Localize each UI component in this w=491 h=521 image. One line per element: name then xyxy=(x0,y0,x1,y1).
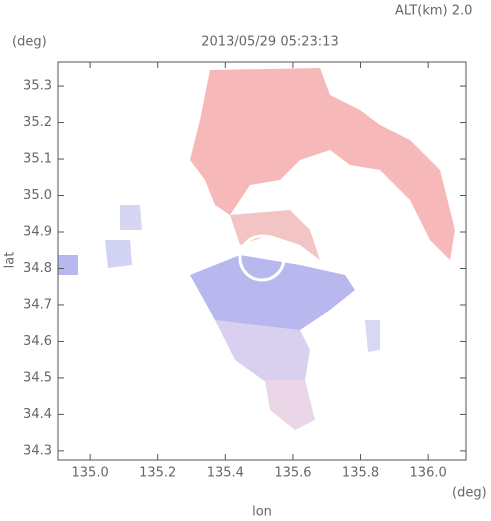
y-tick-label: 34.5 xyxy=(23,370,52,385)
inbound-echo xyxy=(105,240,132,268)
y-tick-label: 34.9 xyxy=(23,224,52,239)
plot-frame xyxy=(57,61,467,461)
y-tick-label: 35.3 xyxy=(23,79,52,94)
x-tick-label: 135.0 xyxy=(72,466,109,481)
x-tick-label: 136.0 xyxy=(410,466,447,481)
inbound-echo xyxy=(58,255,78,275)
x-tick-label: 135.6 xyxy=(274,466,311,481)
y-tick-label: 34.6 xyxy=(23,334,52,349)
chart-title: 2013/05/29 05:23:13 xyxy=(201,35,338,50)
y-tick-label: 34.4 xyxy=(23,407,52,422)
outbound-echo xyxy=(190,68,455,260)
mixed-echo xyxy=(215,320,310,385)
outbound-echo xyxy=(230,210,320,260)
y-tick-label: 35.0 xyxy=(23,188,52,203)
x-tick-label: 135.2 xyxy=(139,466,176,481)
y-tick-label: 35.1 xyxy=(23,152,52,167)
x-tick-label: 135.8 xyxy=(342,466,379,481)
echo-field xyxy=(58,68,455,430)
y-tick-label: 35.2 xyxy=(23,115,52,130)
y-tick-label: 34.8 xyxy=(23,261,52,276)
mixed-echo xyxy=(265,380,315,430)
inbound-echo xyxy=(190,255,355,335)
x-unit: (deg) xyxy=(452,486,487,501)
subtitle: ALT(km) 2.0 xyxy=(395,4,472,19)
y-tick-label: 34.7 xyxy=(23,297,52,312)
x-axis-label: lon xyxy=(252,505,272,520)
y-tick-label: 34.3 xyxy=(23,443,52,458)
y-unit: (deg) xyxy=(12,35,47,50)
x-tick-label: 135.4 xyxy=(207,466,244,481)
inbound-echo xyxy=(365,320,380,352)
range-ring xyxy=(238,234,286,282)
y-axis-label: lat xyxy=(3,252,18,269)
inbound-echo xyxy=(120,205,142,230)
